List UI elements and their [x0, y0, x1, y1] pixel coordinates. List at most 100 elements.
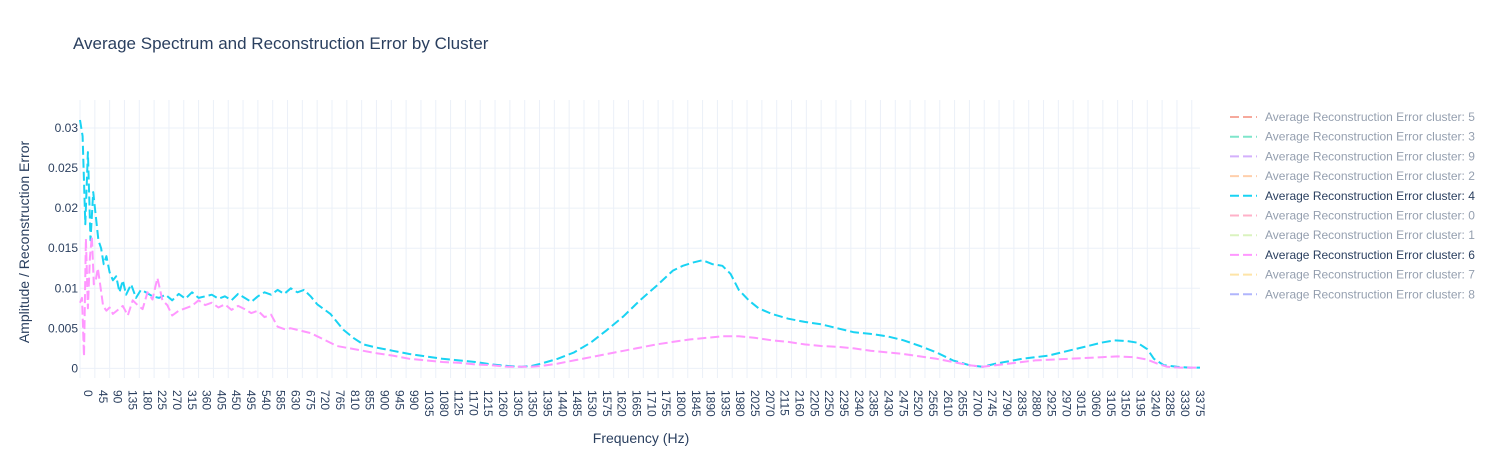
x-tick-label: 2925 — [1045, 390, 1059, 417]
x-tick-label: 3195 — [1133, 390, 1147, 417]
x-tick-label: 2205 — [807, 390, 821, 417]
x-tick-label: 1440 — [555, 390, 569, 417]
x-axis-ticks: 0 45 90 135 180 225 270 315 360 405 450 495 540 585 63… — [81, 390, 1207, 417]
x-tick-label: 675 — [303, 390, 317, 410]
x-tick-label: 990 — [407, 390, 421, 410]
x-tick-label: 945 — [392, 390, 406, 410]
legend-item[interactable]: Average Reconstruction Error cluster: 3 — [1230, 130, 1475, 144]
legend-item[interactable]: Average Reconstruction Error cluster: 8 — [1230, 287, 1475, 301]
x-tick-label: 1845 — [689, 390, 703, 417]
x-tick-label: 765 — [333, 390, 347, 410]
x-tick-label: 1125 — [452, 390, 466, 416]
x-tick-label: 1170 — [466, 390, 480, 416]
x-tick-label: 180 — [140, 390, 154, 410]
x-tick-label: 450 — [229, 390, 243, 410]
y-axis-title: Amplitude / Reconstruction Error — [16, 141, 32, 344]
legend[interactable]: Average Reconstruction Error cluster: 5 A… — [1230, 110, 1475, 301]
x-tick-label: 1485 — [570, 390, 584, 417]
x-tick-label: 270 — [170, 390, 184, 410]
legend-label: Average Reconstruction Error cluster: 3 — [1265, 130, 1475, 144]
x-tick-label: 2430 — [881, 390, 895, 417]
x-tick-label: 45 — [96, 390, 110, 404]
x-tick-label: 2250 — [822, 390, 836, 417]
x-tick-label: 720 — [318, 390, 332, 410]
x-tick-label: 1305 — [511, 390, 525, 417]
x-tick-label: 1035 — [422, 390, 436, 417]
series-line-cluster-4 — [79, 119, 1200, 369]
y-tick-label: 0.015 — [48, 241, 78, 255]
x-tick-label: 1530 — [585, 390, 599, 417]
legend-label: Average Reconstruction Error cluster: 5 — [1265, 110, 1475, 124]
legend-item[interactable]: Average Reconstruction Error cluster: 2 — [1230, 169, 1475, 183]
x-tick-label: 540 — [259, 390, 273, 410]
x-tick-label: 135 — [125, 390, 139, 410]
x-tick-label: 3285 — [1163, 390, 1177, 417]
x-tick-label: 2115 — [778, 390, 792, 416]
x-tick-label: 2700 — [970, 390, 984, 417]
x-tick-label: 1665 — [629, 390, 643, 417]
x-tick-label: 2610 — [941, 390, 955, 417]
legend-item[interactable]: Average Reconstruction Error cluster: 6 — [1230, 248, 1475, 262]
x-tick-label: 2835 — [1015, 390, 1029, 417]
legend-item[interactable]: Average Reconstruction Error cluster: 5 — [1230, 110, 1475, 124]
legend-item[interactable]: Average Reconstruction Error cluster: 9 — [1230, 149, 1475, 163]
x-tick-label: 2295 — [837, 390, 851, 417]
y-axis-ticks: 0 0.005 0.01 0.015 0.02 0.025 0.03 — [48, 121, 78, 375]
x-tick-label: 3330 — [1178, 390, 1192, 417]
x-tick-label: 1980 — [733, 390, 747, 417]
gridlines — [79, 100, 1200, 378]
series-line-cluster-6 — [79, 235, 1200, 369]
x-tick-label: 1890 — [704, 390, 718, 417]
legend-item[interactable]: Average Reconstruction Error cluster: 0 — [1230, 209, 1475, 223]
legend-item[interactable]: Average Reconstruction Error cluster: 4 — [1230, 189, 1475, 203]
x-tick-label: 405 — [214, 390, 228, 410]
x-tick-label: 3060 — [1089, 390, 1103, 417]
x-tick-label: 2790 — [1000, 390, 1014, 417]
y-tick-label: 0.005 — [48, 321, 78, 335]
x-tick-label: 1620 — [615, 390, 629, 417]
x-tick-label: 2160 — [793, 390, 807, 417]
y-tick-label: 0.025 — [48, 161, 78, 175]
x-tick-label: 585 — [274, 390, 288, 410]
x-tick-label: 855 — [363, 390, 377, 410]
legend-label: Average Reconstruction Error cluster: 6 — [1265, 248, 1475, 262]
x-tick-label: 2880 — [1030, 390, 1044, 417]
x-tick-label: 1935 — [718, 390, 732, 417]
x-tick-label: 3015 — [1074, 390, 1088, 417]
x-tick-label: 1350 — [526, 390, 540, 417]
x-tick-label: 2025 — [748, 390, 762, 417]
x-tick-label: 315 — [185, 390, 199, 410]
x-tick-label: 2385 — [867, 390, 881, 417]
x-tick-label: 225 — [155, 390, 169, 410]
legend-item[interactable]: Average Reconstruction Error cluster: 7 — [1230, 268, 1475, 282]
legend-item[interactable]: Average Reconstruction Error cluster: 1 — [1230, 228, 1475, 242]
x-tick-label: 2970 — [1059, 390, 1073, 417]
x-tick-label: 3375 — [1193, 390, 1207, 417]
x-tick-label: 2745 — [985, 390, 999, 417]
x-tick-label: 3240 — [1148, 390, 1162, 417]
x-tick-label: 495 — [244, 390, 258, 410]
x-axis-title: Frequency (Hz) — [593, 430, 689, 446]
y-tick-label: 0.03 — [55, 121, 79, 135]
x-tick-label: 3150 — [1119, 390, 1133, 417]
x-tick-label: 1080 — [437, 390, 451, 417]
x-tick-label: 2340 — [852, 390, 866, 417]
x-tick-label: 1800 — [674, 390, 688, 417]
x-tick-label: 2520 — [911, 390, 925, 417]
x-tick-label: 2070 — [763, 390, 777, 417]
x-tick-label: 0 — [81, 390, 95, 397]
x-tick-label: 2475 — [896, 390, 910, 417]
legend-label: Average Reconstruction Error cluster: 0 — [1265, 209, 1475, 223]
legend-label: Average Reconstruction Error cluster: 1 — [1265, 228, 1475, 242]
legend-label: Average Reconstruction Error cluster: 7 — [1265, 268, 1475, 282]
x-tick-label: 2655 — [956, 390, 970, 417]
y-tick-label: 0 — [71, 361, 78, 375]
x-tick-label: 90 — [111, 390, 125, 404]
x-tick-label: 810 — [348, 390, 362, 410]
x-tick-label: 1395 — [541, 390, 555, 417]
x-tick-label: 3105 — [1104, 390, 1118, 417]
x-tick-label: 900 — [377, 390, 391, 410]
series-lines — [79, 119, 1200, 369]
